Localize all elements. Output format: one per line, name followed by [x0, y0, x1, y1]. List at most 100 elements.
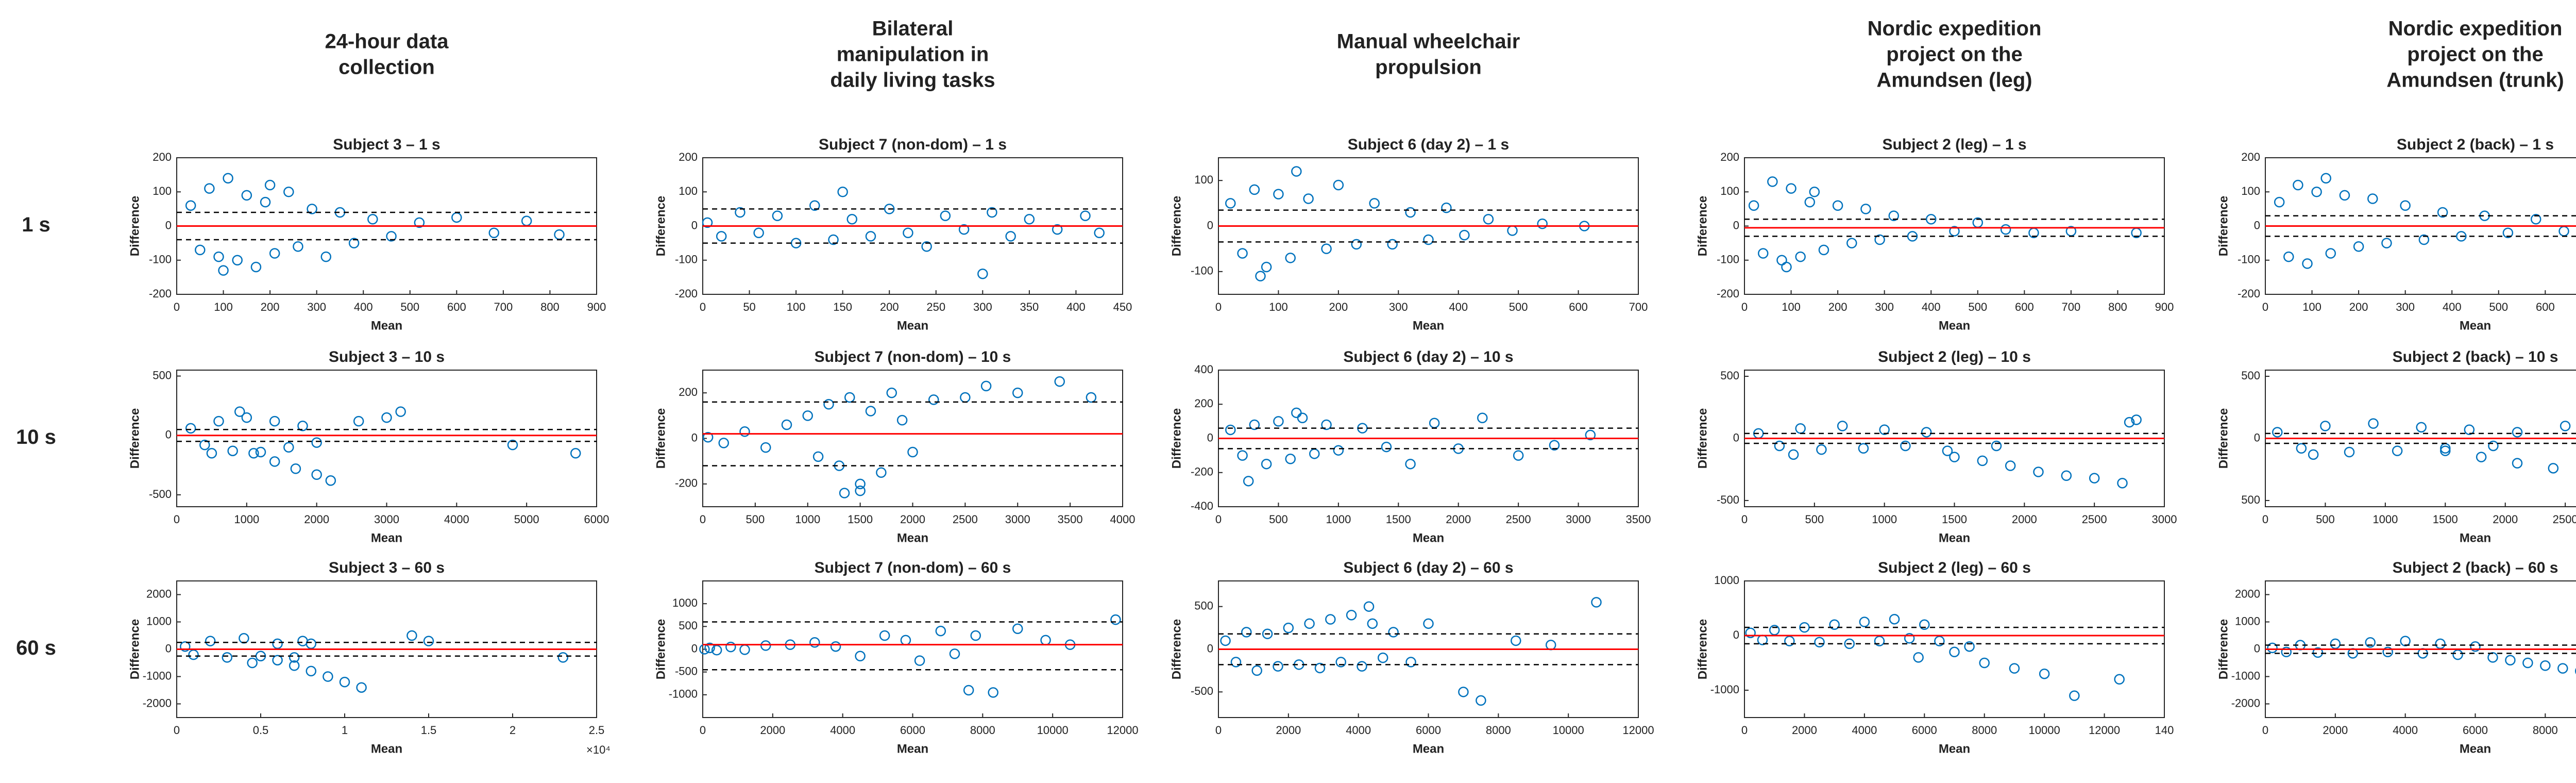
x-tick-label: 4000 [1852, 724, 1877, 737]
data-point [2325, 248, 2336, 259]
data-point [1874, 636, 1885, 646]
data-point [2381, 238, 2392, 248]
y-tick-label: 0 [2254, 642, 2260, 655]
data-point [876, 467, 887, 478]
row-label: 1 s [22, 213, 50, 236]
data-point [2281, 646, 2292, 658]
data-point [1934, 636, 1945, 646]
y-tick-label: -100 [1717, 253, 1739, 266]
x-tick-label: 2000 [2493, 513, 2518, 526]
data-point [970, 630, 981, 641]
data-point [195, 244, 206, 256]
x-tick-label: 2000 [1276, 724, 1301, 737]
data-point [1979, 657, 1990, 669]
x-tick-label: 200 [1828, 301, 1848, 313]
x-tick-label: 500 [2316, 513, 2335, 526]
data-point [206, 448, 217, 459]
y-axis-label: Difference [2216, 196, 2230, 256]
data-point [790, 238, 802, 248]
data-point [1333, 445, 1344, 456]
x-tick-label: 1000 [234, 513, 259, 526]
data-point [367, 214, 378, 225]
data-point [1942, 445, 1953, 456]
column-title: collection [338, 56, 435, 79]
data-point [2575, 668, 2576, 674]
data-point [1261, 458, 1272, 470]
data-point [711, 645, 722, 656]
data-point [1888, 210, 1900, 221]
data-point [1804, 196, 1816, 208]
y-tick-label: 0 [1207, 219, 1213, 231]
data-point [739, 426, 750, 437]
data-point [1314, 662, 1326, 674]
y-tick-label: 0 [1733, 431, 1739, 444]
x-tick-label: 700 [494, 301, 513, 313]
data-point [753, 227, 764, 238]
y-tick-label: 500 [152, 369, 172, 381]
data-point [414, 217, 425, 228]
data-point [1262, 628, 1273, 639]
y-tick-label: -1000 [143, 669, 172, 682]
data-point [241, 412, 252, 423]
data-point [306, 638, 317, 649]
panel-title: Subject 2 (back) – 60 s [2393, 559, 2558, 576]
data-point [1585, 429, 1596, 441]
x-tick-label: 0 [2262, 513, 2268, 526]
data-point [823, 399, 834, 410]
data-point [1832, 200, 1843, 211]
data-point [2392, 445, 2403, 456]
data-point [1351, 239, 1362, 250]
data-point [2272, 427, 2283, 438]
data-point [1837, 421, 1848, 431]
data-point [1769, 625, 1780, 636]
data-point [307, 204, 317, 214]
data-point [1237, 450, 1248, 461]
y-tick-label: -200 [2238, 287, 2260, 300]
data-point [837, 187, 848, 197]
y-tick-label: 100 [1720, 185, 1739, 197]
x-axis-label: Mean [2460, 531, 2491, 545]
data-point [940, 210, 951, 221]
y-tick-label: -200 [1191, 465, 1213, 478]
data-point [2557, 663, 2568, 674]
x-tick-label: 0 [1741, 724, 1748, 737]
data-point [323, 671, 333, 682]
x-tick-label: 200 [1329, 301, 1348, 313]
x-tick-label: 4000 [2393, 724, 2418, 737]
data-point [1591, 597, 1602, 608]
x-tick-label: 4000 [1110, 513, 1136, 526]
data-point [935, 625, 946, 637]
data-point [2382, 646, 2393, 658]
data-point [828, 234, 839, 245]
x-tick-label: 2.5 [589, 724, 605, 737]
data-point [289, 660, 300, 671]
column-title: Bilateral [872, 18, 954, 40]
data-point [1333, 179, 1344, 191]
column-title: Nordic expedition [1868, 18, 2042, 40]
data-point [1860, 204, 1871, 214]
data-point [1285, 253, 1296, 263]
data-point [725, 641, 736, 653]
data-point [1784, 636, 1795, 646]
data-point [1080, 210, 1091, 221]
row-label: 60 s [16, 637, 56, 659]
y-tick-label: 1000 [1714, 574, 1739, 587]
data-point [570, 448, 581, 459]
data-point [223, 173, 233, 184]
data-point [1297, 412, 1308, 423]
data-point [1949, 226, 1960, 237]
data-point [339, 676, 350, 688]
column-title: manipulation in [837, 43, 989, 66]
data-point [2039, 668, 2050, 679]
data-point [557, 652, 569, 663]
x-tick-label: 2000 [1446, 513, 1471, 526]
x-tick-label: 600 [2015, 301, 2034, 313]
data-point [1369, 198, 1380, 209]
x-tick-label: 50 [743, 301, 755, 313]
data-point [1483, 214, 1494, 225]
y-tick-label: -1000 [2231, 669, 2260, 682]
x-tick-label: 0 [2262, 301, 2268, 313]
x-tick-label: 3000 [1005, 513, 1030, 526]
column-title: Manual wheelchair [1337, 30, 1520, 53]
